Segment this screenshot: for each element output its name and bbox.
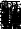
- Text: ): ): [15, 24, 20, 29]
- Text: There are some conditions in which the performance of partial coherent
imaging i: There are some conditions in which the p…: [2, 3, 21, 29]
- Text: 204: 204: [9, 6, 21, 15]
- Text: Figure 13.34: Figure 13.34: [2, 24, 21, 29]
- Text: 13.6.2   Image quality: 13.6.2 Image quality: [2, 7, 21, 24]
- Text: $p_{\rm min} = \dfrac{\lambda}{(\sigma + 1)\mathrm{NA}}.$: $p_{\rm min} = \dfrac{\lambda}{(\sigma +…: [0, 2, 21, 29]
- Text: 673: 673: [0, 1, 19, 14]
- Text: σ=0.9: σ=0.9: [5, 21, 21, 29]
- Text: ²⁰⁵ibid., p. 202.: ²⁰⁵ibid., p. 202.: [2, 27, 21, 29]
- Text: σ=0.9: σ=0.9: [14, 6, 21, 16]
- Y-axis label: Intensity: Intensity: [0, 0, 8, 29]
- Text: (b): (b): [0, 0, 11, 14]
- Text: (a): (a): [0, 0, 2, 14]
- Text: σ=0: σ=0: [5, 21, 21, 29]
- Text: 205: 205: [14, 24, 21, 29]
- Text: (13.26): (13.26): [0, 2, 19, 16]
- Text: Aerial image intensities for (a) large features [0.6(λ/NA)] and (b) small
featur: Aerial image intensities for (a) large f…: [5, 24, 21, 29]
- Text: It can be shown that the minimum resolvable pitch $p_{\rm min}$ for partial cohe: It can be shown that the minimum resolva…: [2, 1, 21, 29]
- Text: There are quite a few metrics that lithographers use to quantify the quality of : There are quite a few metrics that litho…: [2, 8, 21, 29]
- Text: σ=0: σ=0: [0, 5, 17, 15]
- Text: ²⁰⁴ibid., p. 201.: ²⁰⁴ibid., p. 201.: [2, 27, 21, 29]
- Text: Optical Lithography: Optical Lithography: [2, 1, 21, 14]
- Text: Figure 13.34: Figure 13.34: [2, 24, 21, 29]
